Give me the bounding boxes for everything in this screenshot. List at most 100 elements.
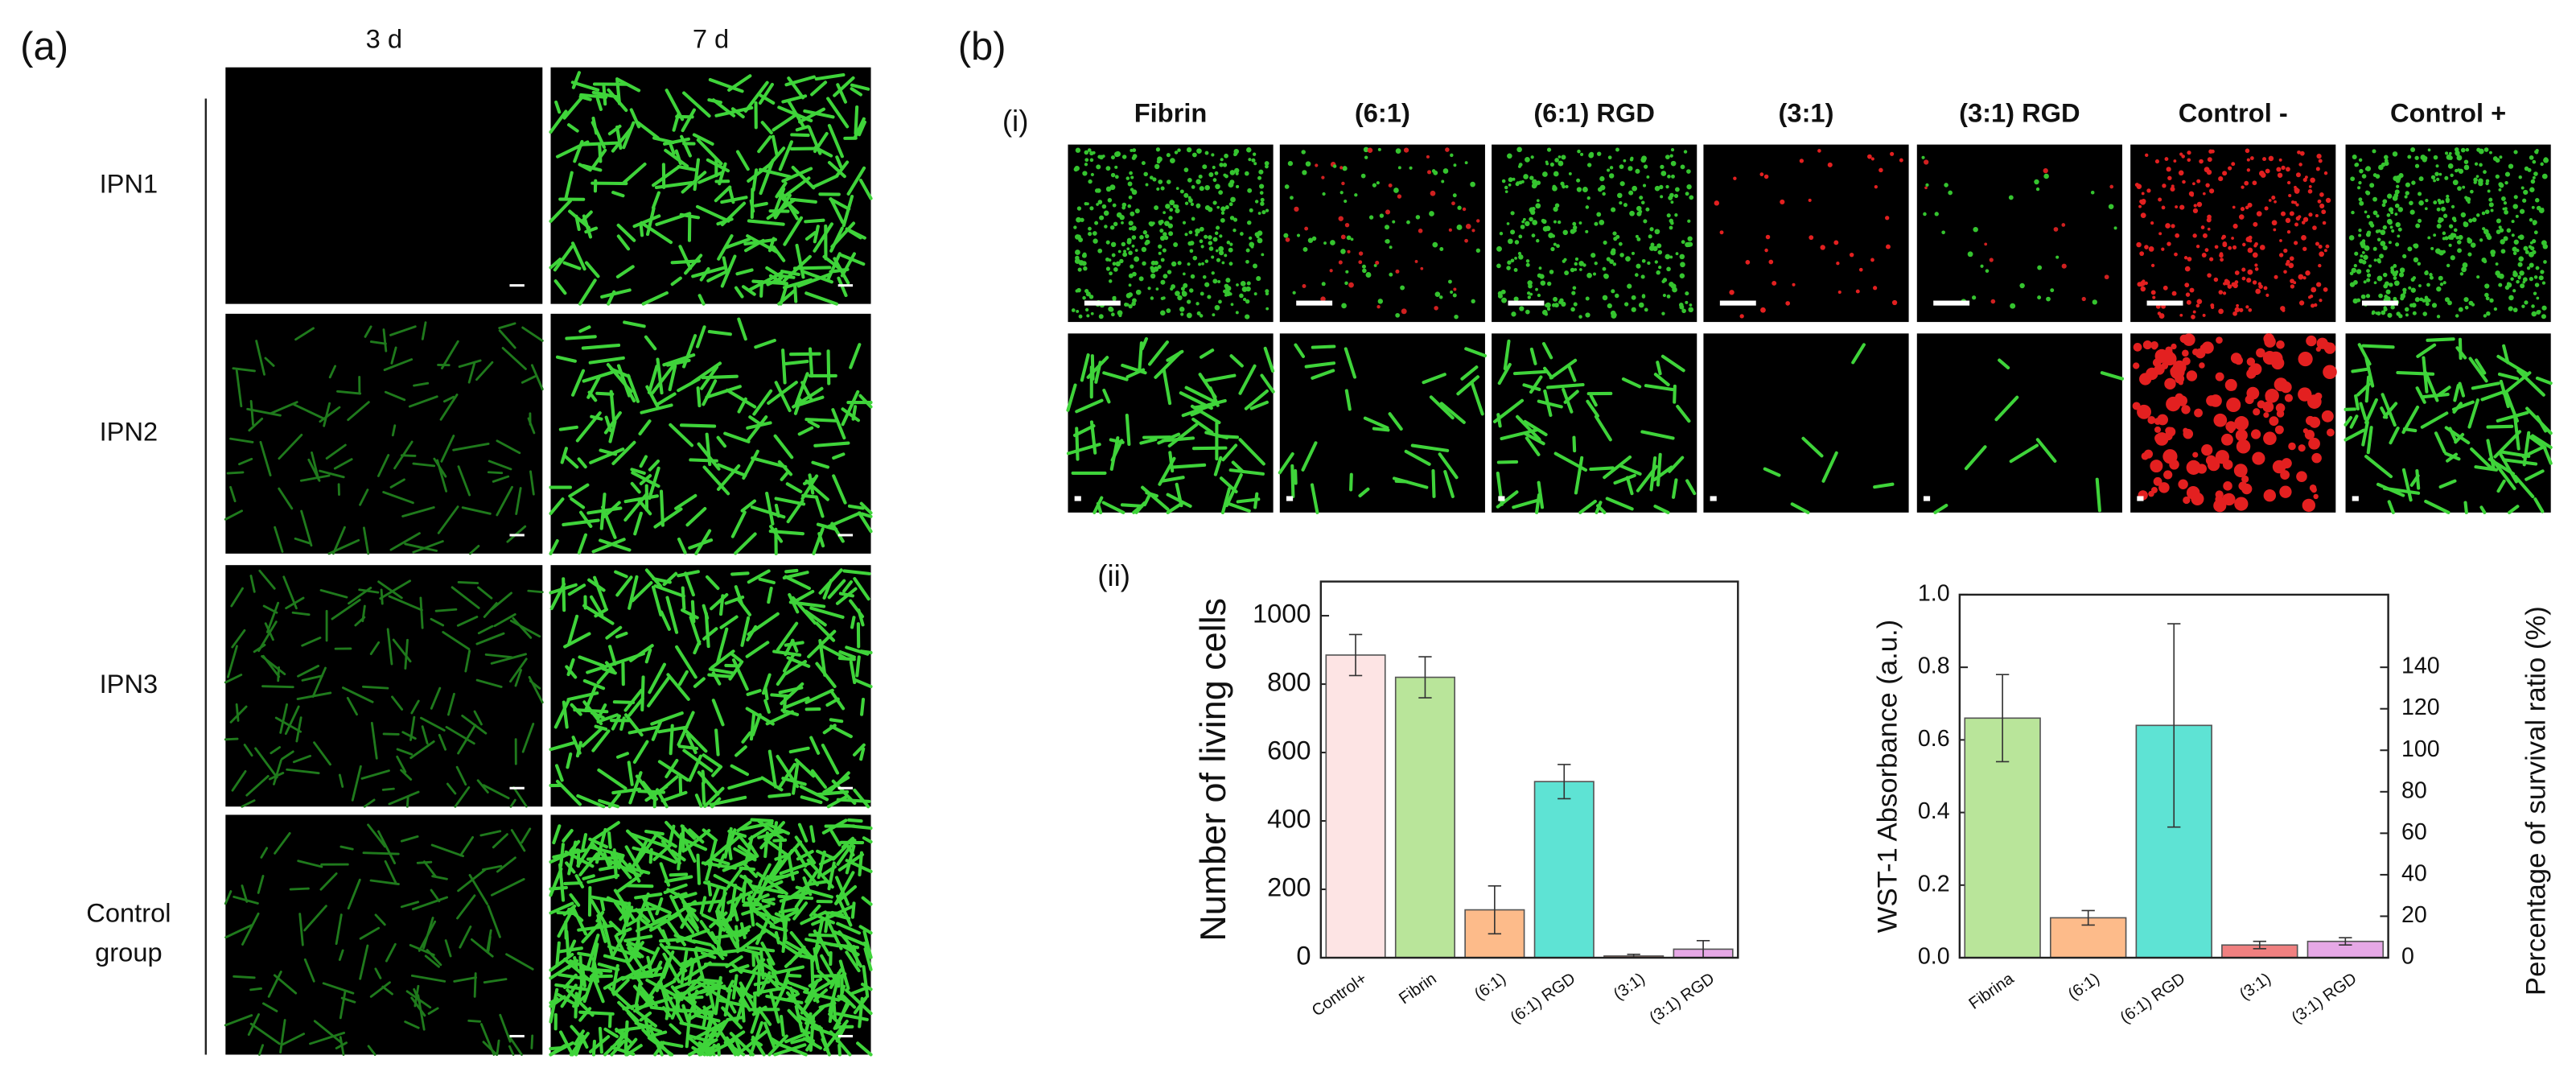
cell: [1123, 249, 1127, 254]
cell: [2188, 191, 2195, 196]
cell: [297, 860, 323, 868]
cell: [229, 485, 237, 503]
cell: [549, 258, 562, 270]
cell: [2533, 497, 2545, 513]
cell: [1315, 163, 1319, 167]
cell: [616, 234, 631, 251]
cell: [1096, 501, 1103, 514]
cell: [2226, 397, 2241, 413]
cell: [697, 1041, 716, 1057]
cell: [1169, 200, 1175, 206]
cell: [740, 499, 757, 513]
cell: [816, 931, 825, 948]
cell: [1341, 181, 1345, 186]
cell: [593, 575, 607, 609]
cell: [1253, 492, 1259, 509]
cell: [2438, 479, 2457, 489]
cell: [241, 912, 260, 946]
micrograph: [1703, 333, 1909, 514]
cell: [834, 884, 858, 905]
cell: [1589, 394, 1598, 407]
cell: [2448, 155, 2453, 160]
cell: [588, 837, 608, 849]
cell: [716, 891, 727, 911]
cell: [484, 653, 513, 659]
cell: [1187, 178, 1192, 183]
cell: [2487, 189, 2491, 193]
cell: [714, 728, 720, 756]
cell: [362, 851, 400, 855]
cell: [1215, 249, 1219, 253]
cell: [1346, 235, 1352, 241]
cell: [798, 107, 825, 124]
cell: [2158, 482, 2170, 493]
cell: [2196, 179, 2201, 183]
cell: [1157, 432, 1181, 445]
cell: [1105, 166, 1111, 171]
cell: [2252, 180, 2257, 186]
cell: [229, 705, 248, 724]
cell: [727, 828, 737, 849]
cell: [1679, 254, 1685, 260]
cell: [2394, 189, 2400, 195]
cell: [473, 710, 483, 726]
cell: [2232, 245, 2237, 249]
cell: [633, 511, 643, 536]
cell: [2418, 200, 2424, 206]
cell: [1562, 387, 1574, 414]
cell: [1669, 192, 1674, 198]
cell: [1216, 225, 1220, 230]
cell: [738, 928, 751, 938]
cell: [422, 917, 434, 950]
micrograph: [224, 565, 544, 808]
cell: [2209, 257, 2214, 262]
cell: [2496, 410, 2529, 423]
cell: [363, 798, 376, 808]
cell: [1115, 261, 1121, 267]
cell: [2196, 201, 2203, 208]
cell: [826, 794, 848, 809]
cell: [2361, 174, 2367, 179]
cell: [1453, 163, 1457, 167]
cell: [723, 237, 751, 249]
cell: [789, 931, 813, 959]
cell: [1602, 295, 1608, 301]
cell: [1278, 452, 1294, 475]
cell: [648, 1030, 668, 1038]
cell: [1130, 175, 1134, 179]
cell: [659, 862, 671, 887]
cell: [578, 852, 599, 876]
cell: [241, 799, 256, 808]
cell: [1574, 456, 1584, 495]
cell: [2291, 200, 2295, 204]
cell: [683, 961, 712, 981]
cell: [2376, 275, 2383, 282]
cell: [1653, 373, 1670, 387]
cell: [2187, 150, 2191, 155]
cell: [1076, 309, 1080, 313]
cell: [514, 669, 523, 687]
cell: [803, 990, 841, 1002]
cell: [1171, 463, 1207, 469]
cell: [1899, 158, 1903, 163]
cell: [2372, 196, 2377, 202]
cell: [1640, 430, 1675, 440]
cell: [2479, 238, 2483, 242]
cell: [2037, 295, 2042, 300]
cell: [1224, 205, 1229, 210]
cell: [1628, 190, 1634, 196]
cell: [1541, 342, 1553, 360]
cell: [1660, 354, 1685, 373]
cell: [2246, 168, 2251, 172]
cell: [1464, 347, 1487, 358]
cell: [772, 113, 799, 132]
cell: [1294, 469, 1298, 485]
bar: [1325, 654, 1386, 959]
cell: [2192, 451, 2199, 458]
cell: [2298, 163, 2302, 167]
cell: [2150, 460, 2163, 473]
cell: [744, 835, 754, 864]
cell: [2359, 200, 2364, 206]
cell: [1636, 205, 1642, 212]
cell: [331, 526, 346, 555]
